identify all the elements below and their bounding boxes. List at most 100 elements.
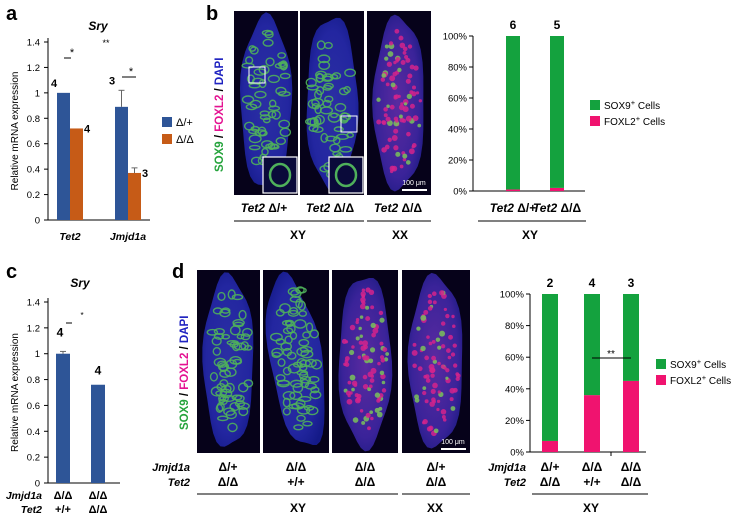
row-label: Jmjd1a [488, 462, 526, 474]
bar [57, 92, 70, 220]
testis-cord [212, 307, 223, 315]
cell-dot [362, 383, 369, 390]
genotype-value: Δ/Δ [621, 475, 642, 489]
testis-cord [290, 289, 302, 298]
cell-dot [371, 332, 376, 338]
cell-dot [349, 374, 356, 381]
cell-dot [413, 65, 419, 71]
testis-cord [334, 102, 347, 112]
cell-dot [399, 42, 406, 49]
genotype-value: Δ/Δ [218, 475, 239, 489]
legend-swatch [590, 100, 600, 110]
inset-image [328, 156, 364, 194]
cell-dot [437, 345, 442, 350]
sample-size-label: 4 [589, 276, 596, 290]
cell-dot [415, 91, 420, 95]
genotype-value: Δ/+ [219, 460, 238, 474]
cell-dot [452, 324, 456, 328]
cell-dot [387, 51, 394, 57]
legend-label: SOX9+ Cells [670, 357, 726, 372]
scale-bar-label: 100 μm [441, 439, 465, 446]
cell-dot [426, 426, 433, 432]
cell-dot [372, 327, 379, 334]
cell-dot [431, 355, 437, 361]
group-label: XY [522, 228, 538, 242]
testis-cord [215, 403, 224, 413]
testis-cord [248, 128, 260, 135]
stacked-bar-segment [506, 36, 520, 190]
cell-dot [381, 73, 387, 78]
cell-dot [389, 75, 396, 82]
cell-dot [391, 135, 398, 141]
testis-cord [217, 415, 229, 422]
testis-cord [248, 134, 262, 144]
cell-dot [422, 390, 427, 396]
y-tick-label: 0 [35, 479, 40, 490]
testis-cord [231, 394, 243, 401]
testis-cord [282, 407, 291, 416]
cell-dot [412, 342, 417, 347]
cell-dot [381, 388, 387, 393]
legend-swatch [162, 117, 172, 127]
testis-cord [325, 135, 337, 142]
stacked-bar-segment [623, 380, 639, 452]
testis-cord [287, 363, 301, 374]
cell-dot [377, 361, 381, 366]
significance-mark: * [129, 66, 134, 78]
cell-dot [405, 78, 411, 84]
cell-dot [450, 406, 456, 411]
testis-cord [286, 351, 297, 360]
testis-cord [324, 95, 334, 103]
cell-dot [430, 373, 435, 378]
cell-dot [376, 411, 383, 418]
significance-mark: ** [607, 349, 615, 360]
cell-dot [382, 347, 388, 352]
cell-dot [402, 157, 407, 162]
testis-cord [218, 393, 226, 404]
genotype-value: Δ/Δ [286, 460, 307, 474]
cell-dot [392, 71, 398, 77]
cell-dot [344, 362, 350, 367]
cell-dot [367, 387, 372, 392]
testis-cord [279, 303, 291, 314]
cell-dot [395, 151, 401, 157]
cell-dot [425, 378, 431, 383]
y-tick-label: 1.2 [27, 63, 40, 74]
testis-cord [209, 372, 219, 382]
testis-cord [309, 390, 322, 400]
testis-cord [227, 289, 236, 300]
cell-dot [361, 420, 366, 425]
cell-dot [445, 313, 450, 319]
y-tick-label: 60% [448, 94, 468, 105]
cell-dot [385, 116, 391, 122]
cell-dot [398, 104, 405, 111]
category-label: Tet2 Δ/Δ [533, 201, 582, 215]
testis-cord [305, 77, 317, 88]
y-tick-label: 80% [505, 321, 525, 332]
cell-dot [381, 147, 387, 153]
cell-dot [383, 107, 388, 112]
cell-dot [361, 288, 366, 292]
cell-dot [430, 388, 436, 394]
cell-dot [411, 349, 418, 356]
zoom-box [248, 66, 266, 84]
testis-cord [302, 420, 313, 427]
cell-dot [402, 46, 408, 52]
testis-cord [320, 132, 329, 143]
genotype-value: Δ/Δ [540, 475, 561, 489]
testis-cord [271, 351, 282, 359]
testis-cord [221, 333, 231, 340]
cell-dot [374, 407, 380, 413]
cell-dot [427, 299, 433, 305]
legend-label: Δ/+ [176, 117, 193, 129]
testis-cord [278, 119, 291, 129]
cell-dot [351, 387, 355, 392]
testis-cord [254, 90, 267, 99]
row-label: Tet2 [168, 477, 190, 489]
genotype-value: Δ/Δ [355, 475, 376, 489]
testis-cord [275, 338, 285, 345]
panel-letter-b: b [206, 3, 218, 25]
cell-dot [359, 334, 364, 338]
